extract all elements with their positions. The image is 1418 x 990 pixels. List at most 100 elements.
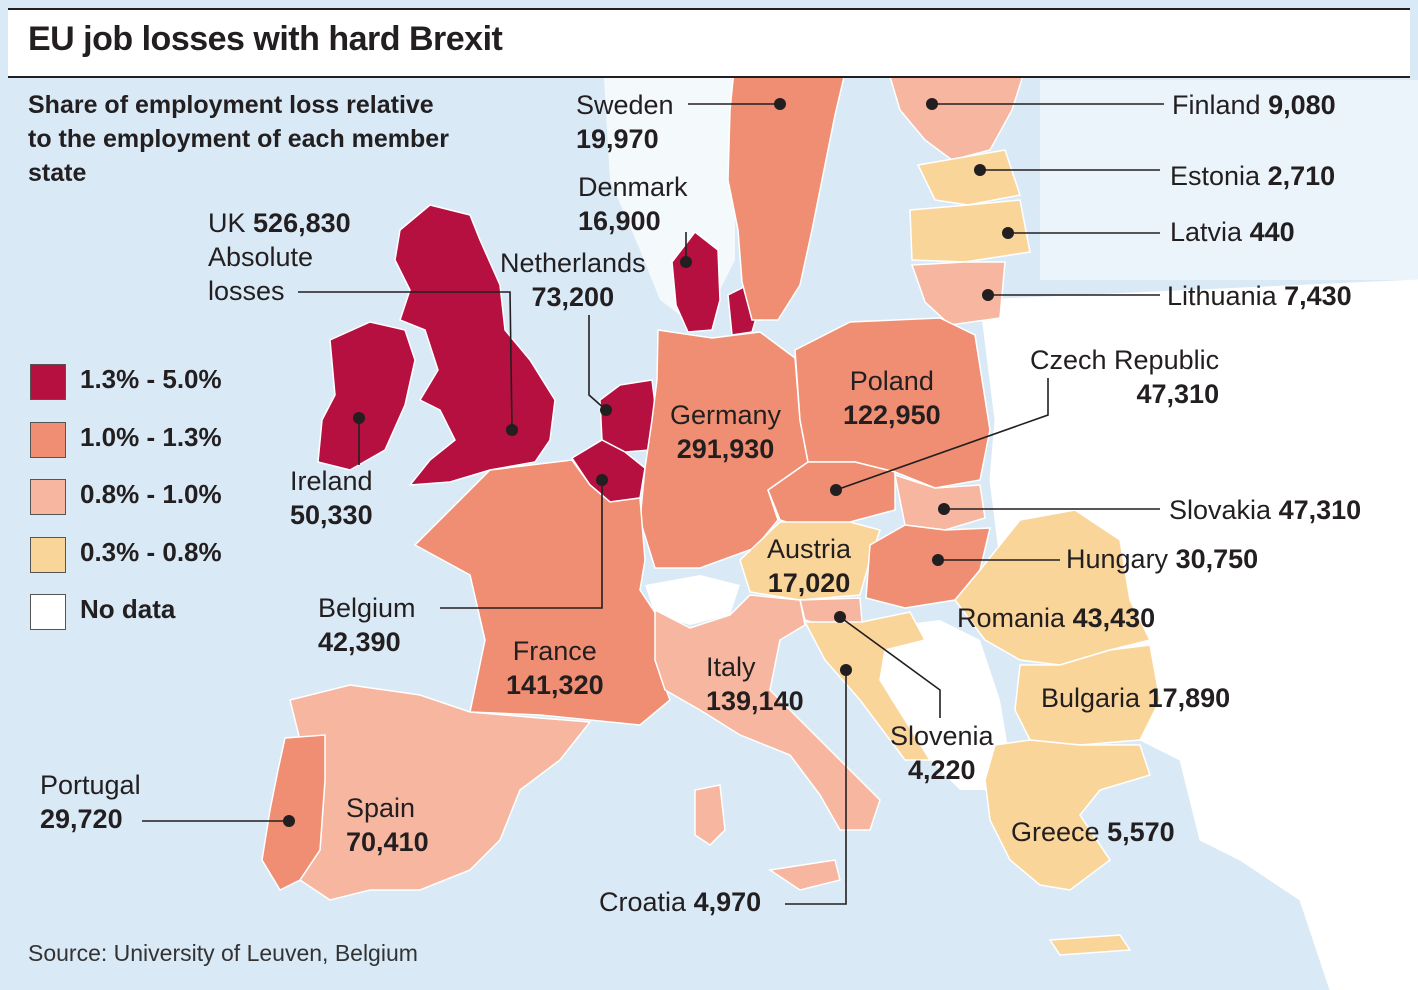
dot-czech <box>830 484 842 496</box>
label-slovakia-name: Slovakia <box>1169 495 1272 525</box>
label-austria: Austria 17,020 <box>767 532 851 600</box>
dot-uk <box>506 424 518 436</box>
label-romania: Romania 43,430 <box>957 601 1155 635</box>
label-lithuania: Lithuania 7,430 <box>1167 279 1352 313</box>
label-slovenia-name: Slovenia <box>890 721 994 751</box>
label-france: France 141,320 <box>506 634 604 702</box>
country-estonia <box>916 149 1021 206</box>
label-latvia-value: 440 <box>1249 217 1295 247</box>
country-croatia <box>803 611 932 761</box>
label-uk-value: 526,830 <box>253 208 351 238</box>
label-denmark-name: Denmark <box>578 172 688 202</box>
dot-denmark <box>680 256 692 268</box>
leader-uk <box>298 291 513 431</box>
label-ireland-value: 50,330 <box>290 500 373 530</box>
source-note: Source: University of Leuven, Belgium <box>28 940 418 966</box>
land-switzerland <box>645 575 740 625</box>
label-finland: Finland 9,080 <box>1172 88 1336 122</box>
label-netherlands-name: Netherlands <box>500 248 646 278</box>
label-uk-note1: Absolute <box>208 242 314 272</box>
label-bulgaria: Bulgaria 17,890 <box>1041 681 1230 715</box>
leader-slovenia <box>839 616 941 718</box>
label-spain: Spain 70,410 <box>346 791 429 859</box>
country-poland <box>794 317 991 489</box>
label-ireland-name: Ireland <box>290 466 373 496</box>
label-germany-value: 291,930 <box>676 434 775 464</box>
dot-slovenia <box>834 611 846 623</box>
label-netherlands-value: 73,200 <box>531 282 615 312</box>
label-greece: Greece 5,570 <box>1011 815 1175 849</box>
label-slovenia: Slovenia 4,220 <box>890 719 994 787</box>
label-uk-name: UK <box>208 208 246 238</box>
leader-croatia <box>785 670 847 905</box>
label-hungary: Hungary 30,750 <box>1066 542 1258 576</box>
title-bar <box>8 8 1410 78</box>
label-portugal: Portugal 29,720 <box>40 768 141 836</box>
label-hungary-name: Hungary <box>1066 544 1169 574</box>
label-spain-name: Spain <box>346 793 416 823</box>
label-france-value: 141,320 <box>506 670 604 700</box>
label-czech-value: 47,310 <box>1136 379 1220 409</box>
dot-estonia <box>974 164 986 176</box>
dot-slovakia <box>938 503 950 515</box>
dot-portugal <box>283 815 295 827</box>
country-italy-sicily <box>767 859 841 891</box>
country-greece-crete <box>1048 934 1132 956</box>
label-czech: Czech Republic 47,310 <box>1030 343 1219 411</box>
country-lithuania <box>910 261 1006 326</box>
label-estonia: Estonia 2,710 <box>1170 159 1335 193</box>
country-romania <box>954 509 1152 666</box>
label-estonia-value: 2,710 <box>1267 161 1336 191</box>
dot-sweden <box>774 98 786 110</box>
land-non-eu <box>979 279 1418 990</box>
label-greece-value: 5,570 <box>1107 817 1175 847</box>
legend-label: 0.8% - 1.0% <box>80 479 222 509</box>
label-slovenia-value: 4,220 <box>908 755 976 785</box>
country-uk <box>394 204 556 486</box>
dot-finland <box>926 98 938 110</box>
label-croatia-value: 4,970 <box>693 887 762 917</box>
dot-lithuania <box>982 289 994 301</box>
label-italy-name: Italy <box>706 652 756 682</box>
leader-lines <box>142 103 1164 905</box>
dot-croatia <box>840 664 852 676</box>
legend-label: 0.3% - 0.8% <box>80 536 222 567</box>
label-bulgaria-name: Bulgaria <box>1041 683 1141 713</box>
label-finland-value: 9,080 <box>1268 90 1336 120</box>
label-estonia-name: Estonia <box>1170 161 1261 191</box>
label-romania-value: 43,430 <box>1072 603 1156 633</box>
leader-czech <box>835 378 1049 491</box>
label-portugal-value: 29,720 <box>40 804 123 834</box>
label-sweden: Sweden 19,970 <box>576 88 674 156</box>
label-austria-value: 17,020 <box>767 568 851 598</box>
legend-label: 1.3% - 5.0% <box>80 364 222 394</box>
legend-swatch <box>30 421 66 458</box>
label-poland-name: Poland <box>849 366 934 396</box>
label-lithuania-name: Lithuania <box>1167 281 1277 311</box>
label-bulgaria-value: 17,890 <box>1147 683 1231 713</box>
label-sweden-value: 19,970 <box>576 124 659 154</box>
label-austria-name: Austria <box>767 534 852 564</box>
label-romania-name: Romania <box>957 603 1066 633</box>
label-france-name: France <box>512 636 597 666</box>
label-slovakia-value: 47,310 <box>1278 495 1362 525</box>
label-latvia: Latvia 440 <box>1170 215 1295 249</box>
label-czech-name: Czech Republic <box>1030 345 1220 375</box>
dot-netherlands <box>600 404 612 416</box>
label-hungary-value: 30,750 <box>1175 544 1259 574</box>
label-greece-name: Greece <box>1011 817 1100 847</box>
label-germany-name: Germany <box>670 400 782 430</box>
legend-label: 1.0% - 1.3% <box>80 421 222 452</box>
land-russia-north <box>1040 80 1418 280</box>
country-italy-sardinia <box>694 784 726 846</box>
label-uk: UK 526,830 Absolute losses <box>208 206 351 308</box>
label-italy-value: 139,140 <box>706 686 804 716</box>
label-spain-value: 70,410 <box>346 827 429 857</box>
map-subtitle: Share of employment loss relative to the… <box>28 91 449 187</box>
dot-latvia <box>1002 227 1014 239</box>
legend-swatch <box>30 479 66 515</box>
label-sweden-name: Sweden <box>576 90 674 120</box>
label-portugal-name: Portugal <box>40 770 141 800</box>
